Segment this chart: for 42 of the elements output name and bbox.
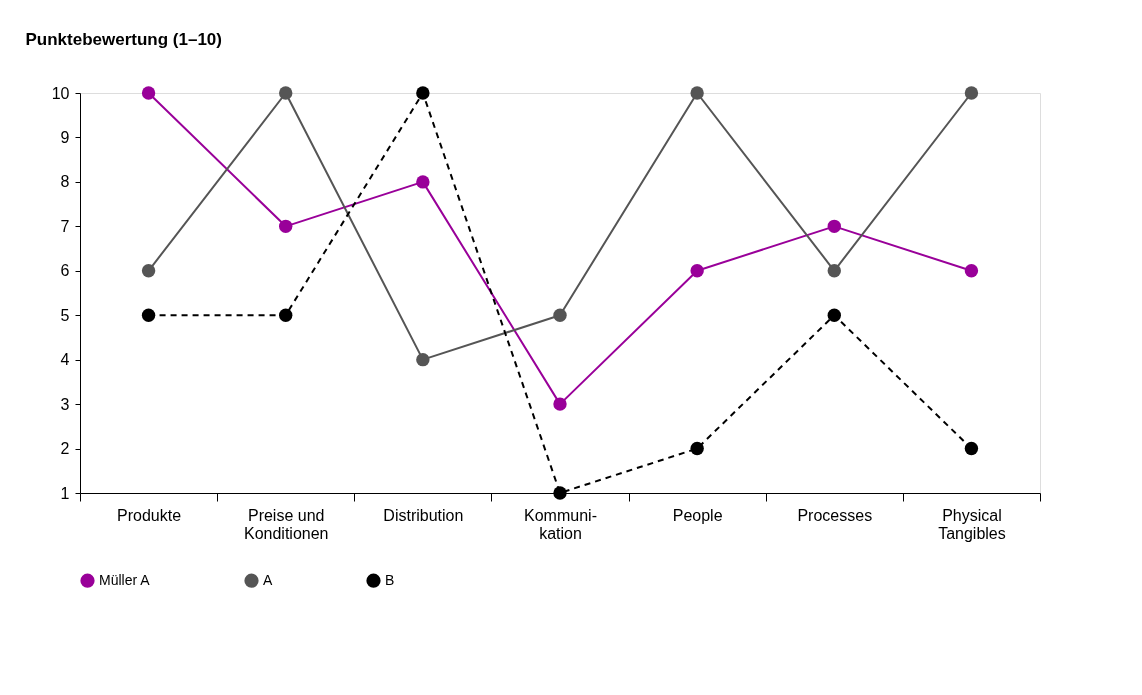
x-tick-label: Distribution [383,506,464,524]
legend-label: A [263,571,273,588]
point [141,264,156,278]
point [553,397,567,411]
x-tick-label: Kommuni- kation [524,506,597,542]
y-tick-label: 8 [60,173,70,191]
point [690,264,704,278]
x-tick-label: Processes [797,506,873,524]
point [416,352,430,367]
point [279,219,293,234]
point [964,86,979,100]
y-tick-label: 6 [60,262,70,280]
point [553,308,567,322]
point [827,219,841,234]
y-tick-label: 10 [51,84,70,102]
point [279,86,293,100]
y-axis-title: Punktebewertung (1–10) [25,29,222,49]
y-tick-label: 9 [60,128,70,146]
point [416,86,430,100]
point [964,441,979,456]
point [827,264,841,278]
legend-label: Müller A [99,571,151,588]
x-tick-label: People [672,506,723,524]
y-tick-label: 4 [60,351,70,369]
x-tick-label: Preise und Konditionen [243,506,329,542]
y-tick-label: 5 [60,306,70,324]
y-tick-label: 7 [60,217,70,235]
y-tick-label: 3 [60,395,70,413]
y-tick-label: 1 [60,484,70,502]
point [553,486,567,500]
x-tick-label: Produkte [117,506,182,524]
x-tick-label: Physical Tangibles [938,506,1006,542]
point [827,308,841,322]
point [141,86,156,100]
point [690,441,704,456]
point [416,175,430,189]
y-tick-label: 2 [60,440,70,458]
point [279,308,293,322]
point [964,264,979,278]
point [690,86,704,100]
legend-label: B [385,571,395,588]
point [141,308,156,322]
